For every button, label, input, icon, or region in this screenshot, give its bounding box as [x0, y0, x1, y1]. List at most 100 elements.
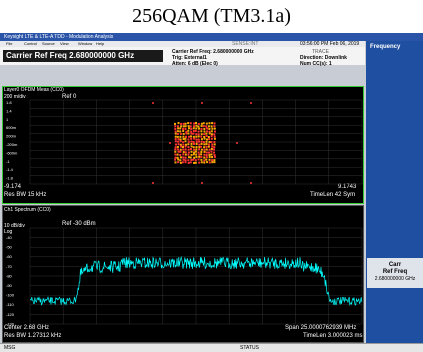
symbol	[211, 122, 214, 125]
symbol	[187, 127, 190, 130]
symbol	[205, 132, 208, 135]
symbol	[203, 133, 206, 136]
y-tick-label: 600m	[6, 125, 17, 130]
symbol	[193, 161, 196, 164]
symbol	[203, 159, 206, 162]
symbol	[210, 153, 213, 156]
y-tick-label: -90	[6, 283, 13, 288]
symbol	[195, 127, 198, 130]
symbol	[177, 161, 180, 164]
symbol	[194, 150, 197, 153]
symbol	[213, 137, 216, 140]
header-right: Direction: Downlink Num CC(s): 1	[300, 55, 347, 67]
timelen: TimeLen 42 Sym	[310, 192, 356, 198]
symbol	[200, 155, 203, 158]
symbol	[192, 130, 195, 133]
symbol	[207, 145, 210, 148]
symbol	[184, 153, 187, 156]
symbol	[185, 135, 188, 138]
menu-item[interactable]: View	[60, 41, 69, 46]
symbol	[208, 138, 211, 141]
symbol	[197, 122, 200, 125]
page-title: 256QAM (TM3.1a)	[132, 5, 291, 27]
y-tick-label: -110	[6, 302, 14, 307]
scale: 10 dB/div	[4, 223, 25, 229]
trace: TRACE	[312, 49, 329, 55]
scale: 200 m/div	[4, 94, 26, 100]
symbol	[193, 122, 196, 125]
symbol	[193, 151, 196, 154]
y-tick-label: -120	[6, 312, 15, 317]
symbol	[177, 122, 180, 125]
symbol	[177, 150, 180, 153]
menu-item[interactable]: Window	[78, 41, 93, 46]
key-text: 2.680000000 GHz	[374, 276, 416, 282]
symbol	[182, 156, 185, 159]
symbol	[205, 148, 208, 151]
symbol	[195, 135, 198, 138]
symbol	[174, 135, 177, 138]
symbol	[177, 138, 180, 141]
y-tick-label: -80	[6, 273, 13, 278]
symbol	[176, 125, 179, 128]
symbol	[192, 132, 195, 135]
symbol	[203, 135, 206, 138]
symbol	[179, 153, 182, 156]
symbol	[187, 122, 190, 125]
symbol	[174, 138, 177, 141]
ref: Ref -30 dBm	[62, 221, 96, 227]
symbol	[198, 140, 201, 143]
menu-item[interactable]: Help	[96, 41, 105, 46]
symbol	[195, 146, 198, 149]
symbol	[213, 133, 216, 136]
y-tick-label: -1.4	[6, 167, 14, 172]
symbol	[176, 156, 179, 159]
symbol	[200, 130, 203, 133]
y-tick-label: -40	[6, 235, 13, 240]
symbol	[187, 132, 190, 135]
menu-item[interactable]: File	[6, 41, 13, 46]
center: Center 2.68 GHz	[4, 325, 50, 331]
symbol	[176, 130, 179, 133]
y-tick-label: 1.8	[6, 100, 12, 105]
symbol	[189, 148, 192, 151]
pilot	[236, 142, 238, 144]
symbol	[198, 161, 201, 164]
key-text: Carr	[388, 262, 402, 268]
symbol	[176, 135, 179, 138]
symbol	[182, 135, 185, 138]
softkey-panel	[366, 41, 423, 343]
header-info: Carrier Ref Freq: 2.680000000 GHz Trig: …	[172, 49, 254, 67]
symbol	[207, 151, 210, 154]
symbol	[195, 155, 198, 158]
symbol	[194, 129, 197, 132]
symbol	[195, 142, 198, 145]
symbol	[174, 132, 177, 135]
symbol	[208, 122, 211, 125]
symbol	[193, 142, 196, 145]
softkey-button[interactable]: Carr Ref Freq 2.680000000 GHz	[367, 258, 423, 288]
symbol	[179, 127, 182, 130]
symbol	[205, 138, 208, 141]
menu-item[interactable]: Control	[24, 41, 37, 46]
y-tick-label: 1.4	[6, 108, 12, 113]
symbol	[213, 161, 216, 164]
symbol	[203, 127, 206, 130]
pilot	[201, 182, 203, 184]
symbol	[187, 143, 190, 146]
symbol	[200, 145, 203, 148]
symbol	[200, 133, 203, 136]
y-tick-label: -130	[6, 321, 15, 326]
symbol	[203, 150, 206, 153]
symbol	[181, 146, 184, 149]
symbol	[203, 137, 206, 140]
symbol	[198, 127, 201, 130]
symbol	[174, 148, 177, 151]
symbol	[177, 127, 180, 130]
menu-item[interactable]: Source	[42, 41, 55, 46]
symbol	[184, 125, 187, 128]
symbol	[187, 138, 190, 141]
symbol	[203, 143, 206, 146]
